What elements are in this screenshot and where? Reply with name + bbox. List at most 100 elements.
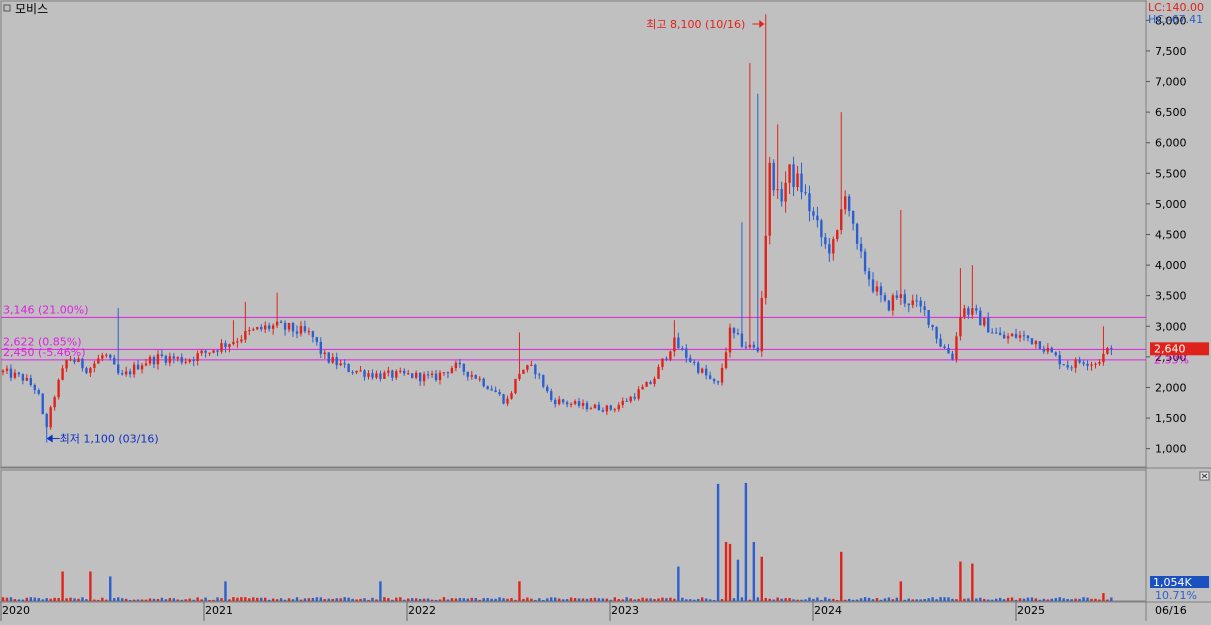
candle-body [669, 351, 672, 360]
candle-body [351, 371, 354, 373]
volume-bar [800, 599, 803, 601]
volume-bar [89, 571, 92, 601]
volume-bar [410, 598, 414, 601]
volume-bar [542, 599, 545, 601]
volume-bar [693, 599, 696, 601]
volume-bar [1006, 597, 1010, 601]
volume-bar [959, 561, 962, 601]
volume-bar [903, 599, 907, 601]
volume-bar [1010, 597, 1014, 601]
volume-bar [311, 597, 315, 601]
candle-body [577, 401, 581, 406]
volume-bar [260, 597, 263, 601]
volume-bar [836, 600, 839, 602]
volume-bar [923, 598, 926, 601]
volume-bar [490, 598, 493, 601]
candle-body [244, 330, 247, 340]
candle-body [5, 368, 9, 371]
candle-body [371, 373, 374, 378]
candle-body [172, 356, 176, 359]
volume-bar [466, 598, 470, 601]
candle-body [399, 370, 402, 372]
volume-bar [61, 571, 64, 601]
candle-body [124, 371, 128, 375]
volume-bar [681, 597, 684, 601]
candle-body [967, 308, 970, 315]
volume-bar [935, 599, 938, 601]
candle-body [506, 398, 509, 404]
volume-bar [689, 599, 692, 601]
candle-body [998, 332, 1002, 335]
volume-bar [609, 599, 613, 601]
candle-body [824, 237, 827, 245]
candle-body [812, 211, 815, 216]
candle-body [593, 404, 597, 409]
volume-bar [17, 599, 21, 601]
y-tick-label: 1,500 [1155, 412, 1187, 425]
candle-body [1062, 364, 1065, 366]
volume-bar [1042, 598, 1046, 601]
volume-bar [820, 599, 823, 601]
volume-bar [605, 598, 609, 601]
volume-bar [418, 598, 422, 601]
candle-body [1106, 347, 1109, 354]
x-tick-label: 2024 [814, 604, 842, 617]
guide-line-label: 2,622 (0.85%) [3, 335, 82, 348]
volume-bar [887, 597, 891, 601]
volume-bar [895, 597, 899, 601]
y-tick-label: 7,500 [1155, 45, 1187, 58]
candle-body [645, 382, 648, 387]
volume-bar [844, 599, 847, 601]
candle-body [478, 378, 481, 380]
candle-body [804, 192, 807, 194]
candle-body [1058, 355, 1061, 365]
volume-bar [724, 541, 728, 601]
candle-body [33, 385, 36, 391]
candle-body [422, 374, 426, 382]
candle-body [617, 404, 620, 410]
candle-body [426, 374, 430, 376]
candle-body [260, 327, 263, 330]
volume-bar [184, 599, 187, 601]
volume-bar [216, 597, 219, 601]
candle-body [554, 399, 557, 405]
candle-body [1042, 348, 1046, 352]
volume-bar [812, 598, 815, 601]
candle-body [407, 373, 410, 375]
candle-body [454, 362, 458, 369]
volume-bar [212, 599, 215, 601]
volume-bar [1046, 599, 1050, 601]
candle-body [363, 370, 366, 377]
volume-bar [450, 598, 454, 601]
candle-body [712, 378, 716, 382]
candle-body [315, 337, 319, 342]
candle-body [653, 378, 656, 384]
candle-body [17, 372, 21, 375]
volume-bar [736, 559, 740, 601]
candle-body [959, 316, 962, 337]
volume-bar [140, 599, 144, 601]
volume-bar [840, 551, 843, 601]
candle-body [69, 359, 72, 361]
candle-body [347, 364, 350, 372]
volume-bar [633, 599, 636, 601]
volume-bar [347, 597, 350, 601]
volume-bar [335, 598, 338, 601]
candle-body [526, 365, 529, 370]
volume-bar [994, 598, 998, 601]
candle-body [891, 295, 895, 311]
candle-body [708, 375, 712, 379]
candle-body [907, 303, 910, 306]
candle-body [1018, 335, 1022, 338]
volume-bar [33, 597, 36, 601]
title-box-icon[interactable] [3, 4, 11, 12]
candle-body [740, 333, 744, 347]
candle-body [899, 294, 903, 298]
candle-body [851, 210, 855, 224]
candle-body [303, 326, 307, 332]
candle-body [736, 333, 740, 335]
candle-body [355, 370, 358, 373]
volume-bar [899, 581, 903, 601]
